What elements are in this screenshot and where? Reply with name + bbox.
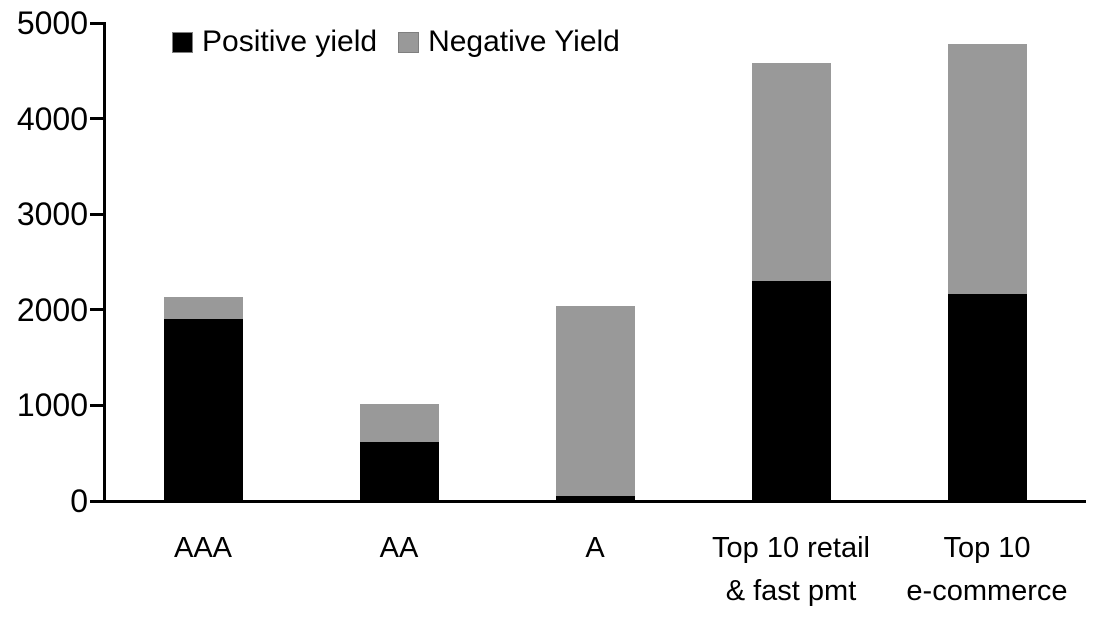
bar-segment-positive-yield-aaa [163, 319, 243, 500]
bar-segment-positive-yield-top-10-retail [751, 281, 831, 500]
legend-swatch-positive-icon [172, 31, 193, 53]
y-axis-tick-label: 1000 [16, 387, 88, 424]
bar-segment-negative-yield-aaa [163, 297, 243, 320]
y-axis-tick-label: 2000 [16, 291, 88, 328]
bar-segment-negative-yield-top-10 [947, 43, 1027, 295]
x-axis-category-label: AAA [173, 532, 233, 564]
y-axis-tick-label: 3000 [16, 196, 88, 233]
legend-label-positive-yield: Positive yield [202, 25, 378, 58]
legend-swatch-negative-icon [398, 31, 420, 53]
bar-segment-positive-yield-a [555, 495, 635, 500]
x-axis-category-label: AA [379, 532, 419, 564]
legend-label-negative-yield: Negative Yield [428, 25, 620, 58]
legend-item-positive-yield: Positive yield [172, 27, 377, 57]
y-axis-tick-mark [90, 308, 104, 312]
x-axis-category-label: A [585, 532, 605, 564]
bar-segment-positive-yield-top-10 [947, 294, 1027, 500]
legend-item-negative-yield: Negative Yield [398, 27, 620, 57]
x-axis-line [103, 500, 1086, 503]
chart-legend: Positive yield Negative Yield [172, 27, 620, 57]
bar-segment-positive-yield-aa [359, 441, 439, 500]
y-axis-tick-label: 4000 [16, 100, 88, 137]
y-axis-tick-mark [90, 21, 104, 25]
y-axis-tick-mark [90, 212, 104, 216]
y-axis-tick-mark [90, 499, 104, 503]
bar-segment-negative-yield-a [555, 305, 635, 496]
y-axis-tick-label: 0 [70, 483, 88, 519]
x-axis-category-label: Top 10 e-commerce [906, 532, 1068, 607]
y-axis-tick-mark [90, 403, 104, 407]
x-axis-category-label: Top 10 retail & fast pmt [712, 532, 870, 607]
bar-segment-negative-yield-aa [359, 404, 439, 442]
y-axis-line [103, 22, 106, 503]
y-axis-tick-label: 5000 [16, 5, 88, 41]
bar-segment-negative-yield-top-10-retail [751, 63, 831, 282]
y-axis-tick-mark [90, 117, 104, 121]
